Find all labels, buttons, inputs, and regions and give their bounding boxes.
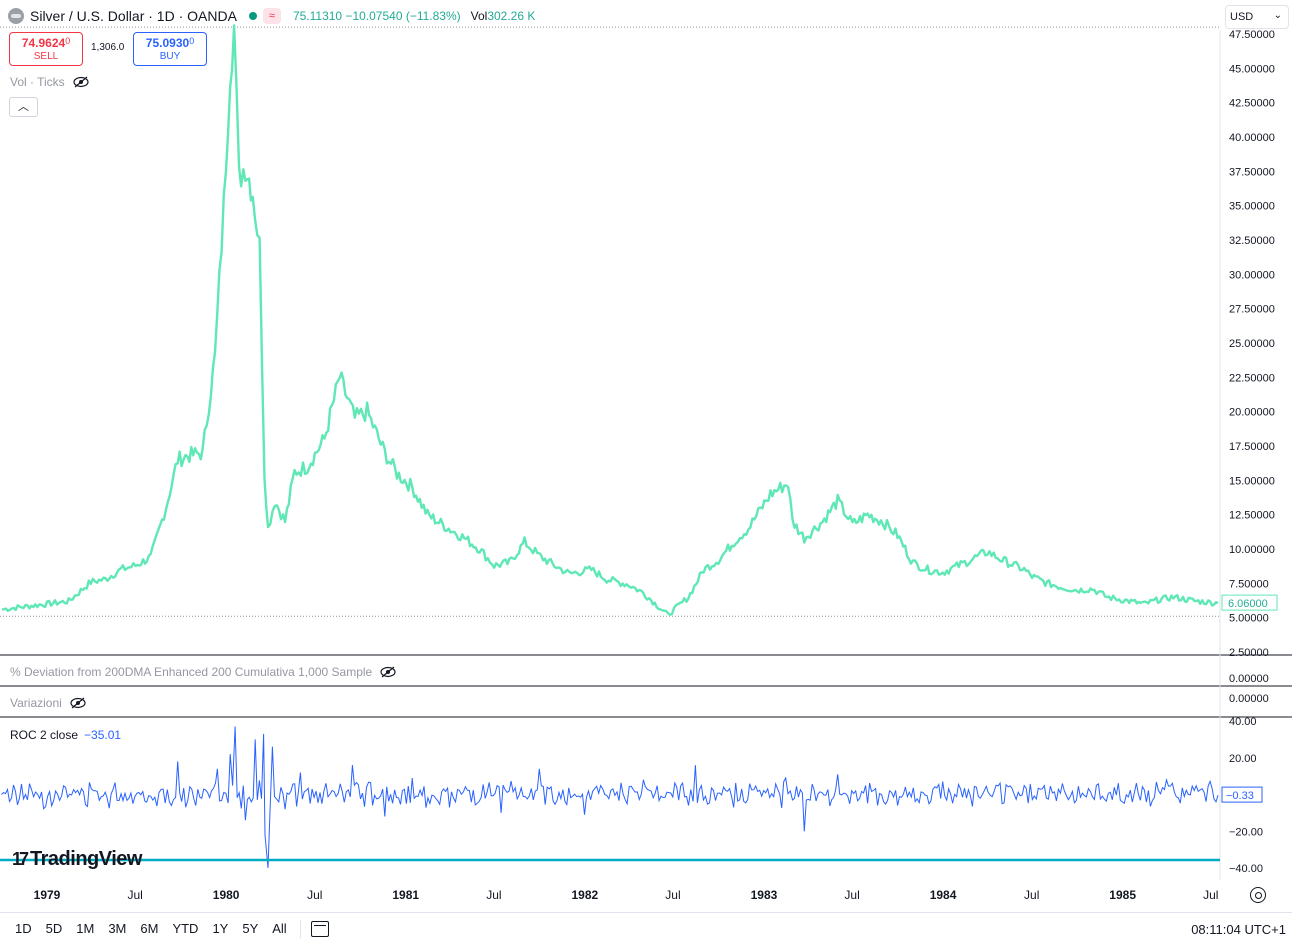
- time-tick-label: Jul: [844, 888, 859, 902]
- price-series-line[interactable]: [1, 24, 1219, 616]
- buy-price-small: 0: [189, 36, 195, 46]
- calendar-icon[interactable]: [310, 920, 329, 937]
- range-button-6m[interactable]: 6M: [140, 921, 159, 936]
- range-button-3m[interactable]: 3M: [108, 921, 127, 936]
- price-tick-label: 12.50000: [1229, 510, 1275, 522]
- quote-change: 75.11310 −10.07540 (−11.83%): [292, 9, 461, 23]
- market-open-icon: [248, 12, 257, 20]
- buy-label: BUY: [159, 51, 181, 62]
- roc-last-label: −0.33: [1226, 790, 1254, 802]
- hidden-eye-icon[interactable]: [73, 76, 89, 88]
- tradingview-logo[interactable]: 17 TradingView: [12, 848, 142, 871]
- time-tick-label: 1981: [392, 888, 419, 902]
- sell-price: 74.9624: [21, 36, 66, 50]
- deviation-tick-label: 0.00000: [1229, 673, 1269, 685]
- time-tick-label: Jul: [307, 888, 322, 902]
- price-tick-label: 10.00000: [1229, 544, 1275, 556]
- tradingview-mark-icon: 17: [12, 849, 29, 869]
- sell-price-small: 0: [65, 36, 71, 46]
- hidden-eye-icon[interactable]: [70, 697, 86, 709]
- deviation-label: % Deviation from 200DMA Enhanced 200 Cum…: [10, 665, 373, 679]
- tradingview-wordmark: TradingView: [30, 848, 142, 870]
- price-tick-label: 25.00000: [1229, 338, 1275, 350]
- toolbar-divider: [299, 919, 301, 938]
- price-tick-label: 30.00000: [1229, 269, 1275, 281]
- volume-label: Vol: [470, 9, 488, 23]
- bottom-toolbar: 1D 5D 1M 3M 6M YTD 1Y 5Y All 08:11:04 UTC+1: [0, 912, 1292, 944]
- price-tick-label: 2.50000: [1229, 647, 1269, 659]
- buy-button[interactable]: 75.09300 BUY: [133, 32, 207, 66]
- vol-ticks-label: Vol · Ticks: [10, 75, 65, 89]
- time-tick-label: Jul: [127, 888, 142, 902]
- range-list: 1D 5D 1M 3M 6M YTD 1Y 5Y All: [8, 921, 294, 936]
- price-tick-label: 27.50000: [1229, 304, 1275, 316]
- roc-tick-label: 20.00: [1229, 753, 1257, 765]
- vol-ticks-legend[interactable]: Vol · Ticks: [10, 75, 89, 89]
- roc-series-line[interactable]: [1, 726, 1219, 869]
- range-button-ytd[interactable]: YTD: [172, 921, 199, 936]
- currency-select[interactable]: USD ⌄: [1225, 5, 1289, 29]
- range-button-1m[interactable]: 1M: [76, 921, 95, 936]
- roc-tick-label: 40.00: [1229, 716, 1257, 728]
- roc-value: −35.01: [84, 728, 122, 742]
- price-tick-label: 47.50000: [1229, 29, 1275, 41]
- variazioni-label: Variazioni: [10, 696, 62, 710]
- symbol-header: Silver / U.S. Dollar · 1D · OANDA ≈ 75.1…: [8, 6, 535, 26]
- price-tick-label: 40.00000: [1229, 132, 1275, 144]
- time-tick-label: 1980: [213, 888, 240, 902]
- range-button-5d[interactable]: 5D: [45, 921, 63, 936]
- price-tick-label: 45.00000: [1229, 63, 1275, 75]
- range-button-1d[interactable]: 1D: [15, 921, 32, 936]
- clock[interactable]: 08:11:04 UTC+1: [1191, 922, 1286, 937]
- deviation-legend[interactable]: % Deviation from 200DMA Enhanced 200 Cum…: [10, 665, 396, 679]
- price-tick-label: 5.00000: [1229, 613, 1269, 625]
- time-tick-label: Jul: [1024, 888, 1039, 902]
- price-tick-label: 17.50000: [1229, 441, 1275, 453]
- time-tick-label: Jul: [486, 888, 501, 902]
- data-type-badge[interactable]: ≈: [262, 8, 281, 24]
- chart-settings-icon[interactable]: [1250, 887, 1266, 903]
- volume-value: 302.26 K: [487, 9, 536, 23]
- time-tick-label: 1984: [930, 888, 957, 902]
- range-button-1y[interactable]: 1Y: [212, 921, 229, 936]
- price-tick-label: 15.00000: [1229, 475, 1275, 487]
- sell-button[interactable]: 74.96240 SELL: [9, 32, 83, 66]
- roc-tick-label: −40.00: [1229, 863, 1263, 875]
- time-tick-label: 1983: [751, 888, 778, 902]
- price-tick-label: 42.50000: [1229, 98, 1275, 110]
- roc-legend[interactable]: ROC 2 close −35.01: [10, 728, 121, 742]
- silver-symbol-icon: [8, 8, 24, 24]
- time-tick-label: 1979: [34, 888, 61, 902]
- time-tick-label: Jul: [665, 888, 680, 902]
- price-tick-label: 20.00000: [1229, 407, 1275, 419]
- price-tick-label: 22.50000: [1229, 372, 1275, 384]
- range-button-all[interactable]: All: [272, 921, 287, 936]
- chevron-down-icon: ⌄: [1273, 10, 1282, 21]
- last-price-tag: [1221, 594, 1278, 611]
- currency-value: USD: [1230, 11, 1254, 23]
- variazioni-tick-label: 0.00000: [1229, 693, 1269, 705]
- symbol-title[interactable]: Silver / U.S. Dollar · 1D · OANDA: [30, 8, 237, 24]
- hidden-eye-icon[interactable]: [380, 666, 396, 678]
- time-tick-label: 1982: [571, 888, 598, 902]
- time-tick-label: Jul: [1203, 888, 1218, 902]
- roc-last-tag: [1221, 786, 1263, 803]
- last-price-label: 6.06000: [1228, 598, 1268, 610]
- price-tick-label: 35.00000: [1229, 201, 1275, 213]
- sell-label: SELL: [33, 51, 59, 62]
- range-button-5y[interactable]: 5Y: [242, 921, 259, 936]
- collapse-legend-button[interactable]: ︿: [9, 97, 38, 117]
- buy-price: 75.0930: [145, 36, 190, 50]
- price-tick-label: 32.50000: [1229, 235, 1275, 247]
- price-tick-label: 7.50000: [1229, 578, 1269, 590]
- variazioni-legend[interactable]: Variazioni: [10, 696, 86, 710]
- spread-value: 1,306.0: [91, 42, 125, 53]
- roc-label: ROC 2 close: [10, 728, 79, 742]
- roc-tick-label: −20.00: [1229, 826, 1263, 838]
- price-tick-label: 37.50000: [1229, 166, 1275, 178]
- time-tick-label: 1985: [1109, 888, 1136, 902]
